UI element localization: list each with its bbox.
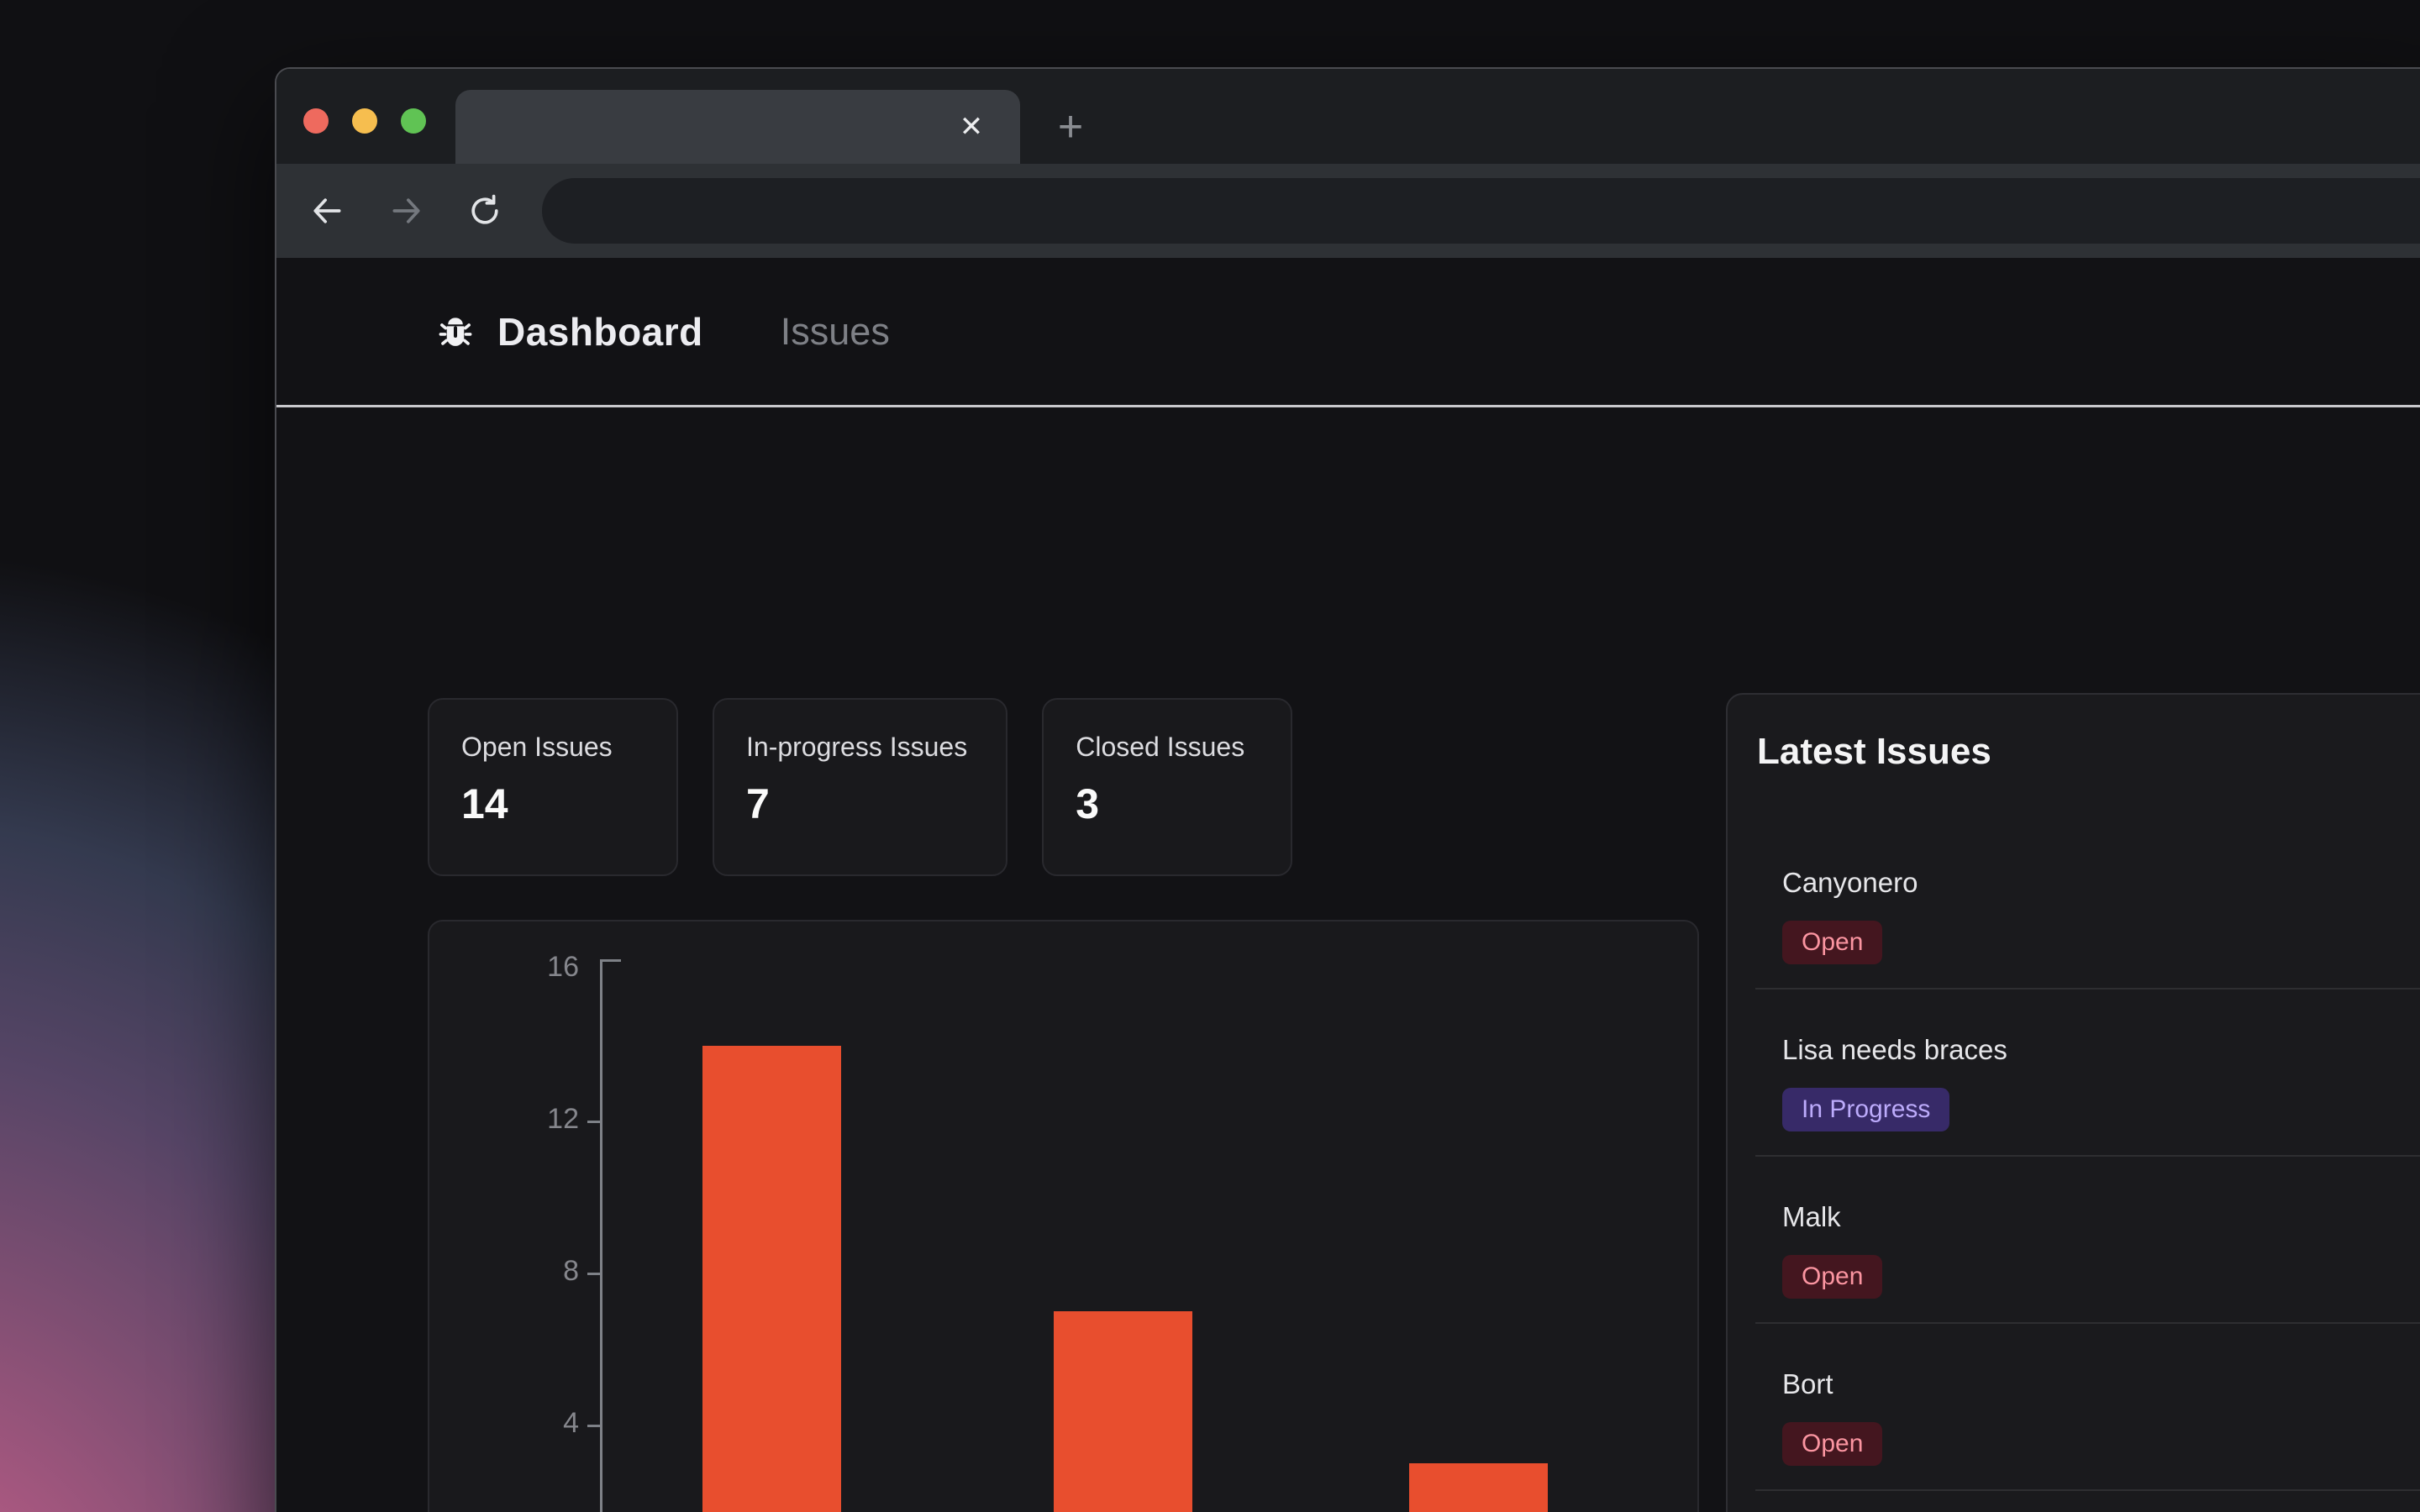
status-badge: Open [1782, 1255, 1882, 1299]
issue-list-item[interactable]: Bort Open [1755, 1324, 2420, 1491]
bar-open [702, 1046, 841, 1512]
issue-title: Bort [1782, 1368, 2420, 1401]
brand-link[interactable]: Dashboard [437, 309, 703, 354]
stat-card-value: 14 [461, 780, 638, 828]
y-axis-tick-mark [587, 1121, 600, 1123]
issue-list-item[interactable]: Canyonero Open [1755, 822, 2420, 990]
bar-closed [1409, 1463, 1548, 1512]
reload-icon [466, 192, 503, 229]
issues-bar-chart-card: 0481216OpenIn ProgressClosed [428, 920, 1699, 1512]
stat-card-value: 7 [746, 780, 967, 828]
stat-card: In-progress Issues 7 [713, 698, 1007, 876]
bar-in-progress [1054, 1311, 1192, 1512]
y-axis-tick-label: 16 [429, 951, 579, 984]
stat-card: Closed Issues 3 [1042, 698, 1292, 876]
status-badge: Open [1782, 921, 1882, 964]
window-zoom-button[interactable] [401, 108, 426, 134]
stats-row: Open Issues 14 In-progress Issues 7 Closed I… [428, 698, 1292, 876]
page-content: Dashboard Issues Open Issues 14 In-progres… [276, 258, 2420, 1512]
latest-issues-list: Canyonero Open Lisa needs braces In Progres… [1755, 822, 2420, 1512]
nav-link-issues[interactable]: Issues [781, 310, 890, 354]
back-button[interactable] [308, 192, 345, 229]
stat-card-label: In-progress Issues [746, 732, 967, 763]
window-close-button[interactable] [303, 108, 329, 134]
bug-icon [437, 313, 474, 350]
bar-chart: 0481216OpenIn ProgressClosed [429, 921, 1697, 1512]
issue-title: Canyonero [1782, 866, 2420, 900]
forward-arrow-icon [388, 192, 425, 229]
y-axis-tick-mark [587, 1425, 600, 1427]
browser-toolbar [276, 164, 2420, 258]
new-tab-button[interactable]: + [1050, 106, 1092, 148]
window-minimize-button[interactable] [352, 108, 377, 134]
y-axis-tick-mark [587, 1273, 600, 1275]
stat-card: Open Issues 14 [428, 698, 678, 876]
y-axis-tick-label: 12 [429, 1103, 579, 1136]
y-axis-tick-label: 8 [429, 1255, 579, 1288]
issue-list-item[interactable]: Add unit tests for utility functionsOpen [1755, 1491, 2420, 1512]
issue-list-item[interactable]: Malk Open [1755, 1157, 2420, 1324]
site-header: Dashboard Issues [276, 258, 2420, 407]
plus-icon: + [1058, 105, 1083, 149]
tab-close-icon[interactable]: ✕ [953, 108, 990, 145]
forward-button[interactable] [388, 192, 425, 229]
browser-tab[interactable]: ✕ [455, 90, 1020, 164]
back-arrow-icon [308, 192, 345, 229]
latest-issues-panel: Latest Issues Canyonero Open Lisa needs br… [1726, 693, 2420, 1512]
issue-title: Malk [1782, 1200, 2420, 1234]
y-axis-top-cap [600, 959, 621, 962]
brand-label: Dashboard [497, 309, 703, 354]
stat-card-value: 3 [1076, 780, 1252, 828]
browser-tab-strip: ✕ + [276, 69, 2420, 164]
y-axis-line [600, 959, 602, 1512]
status-badge: In Progress [1782, 1088, 1949, 1131]
address-bar[interactable] [542, 178, 2420, 244]
issue-list-item[interactable]: Lisa needs braces In Progress [1755, 990, 2420, 1157]
status-badge: Open [1782, 1422, 1882, 1466]
stat-card-label: Closed Issues [1076, 732, 1252, 763]
stat-card-label: Open Issues [461, 732, 638, 763]
issue-title: Lisa needs braces [1782, 1033, 2420, 1067]
browser-window: ✕ + [275, 67, 2420, 1512]
latest-issues-title: Latest Issues [1757, 730, 2420, 774]
window-controls [303, 108, 426, 134]
y-axis-tick-label: 4 [429, 1407, 579, 1440]
reload-button[interactable] [466, 192, 503, 229]
